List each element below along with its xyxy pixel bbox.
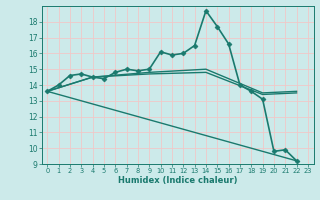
X-axis label: Humidex (Indice chaleur): Humidex (Indice chaleur): [118, 176, 237, 185]
